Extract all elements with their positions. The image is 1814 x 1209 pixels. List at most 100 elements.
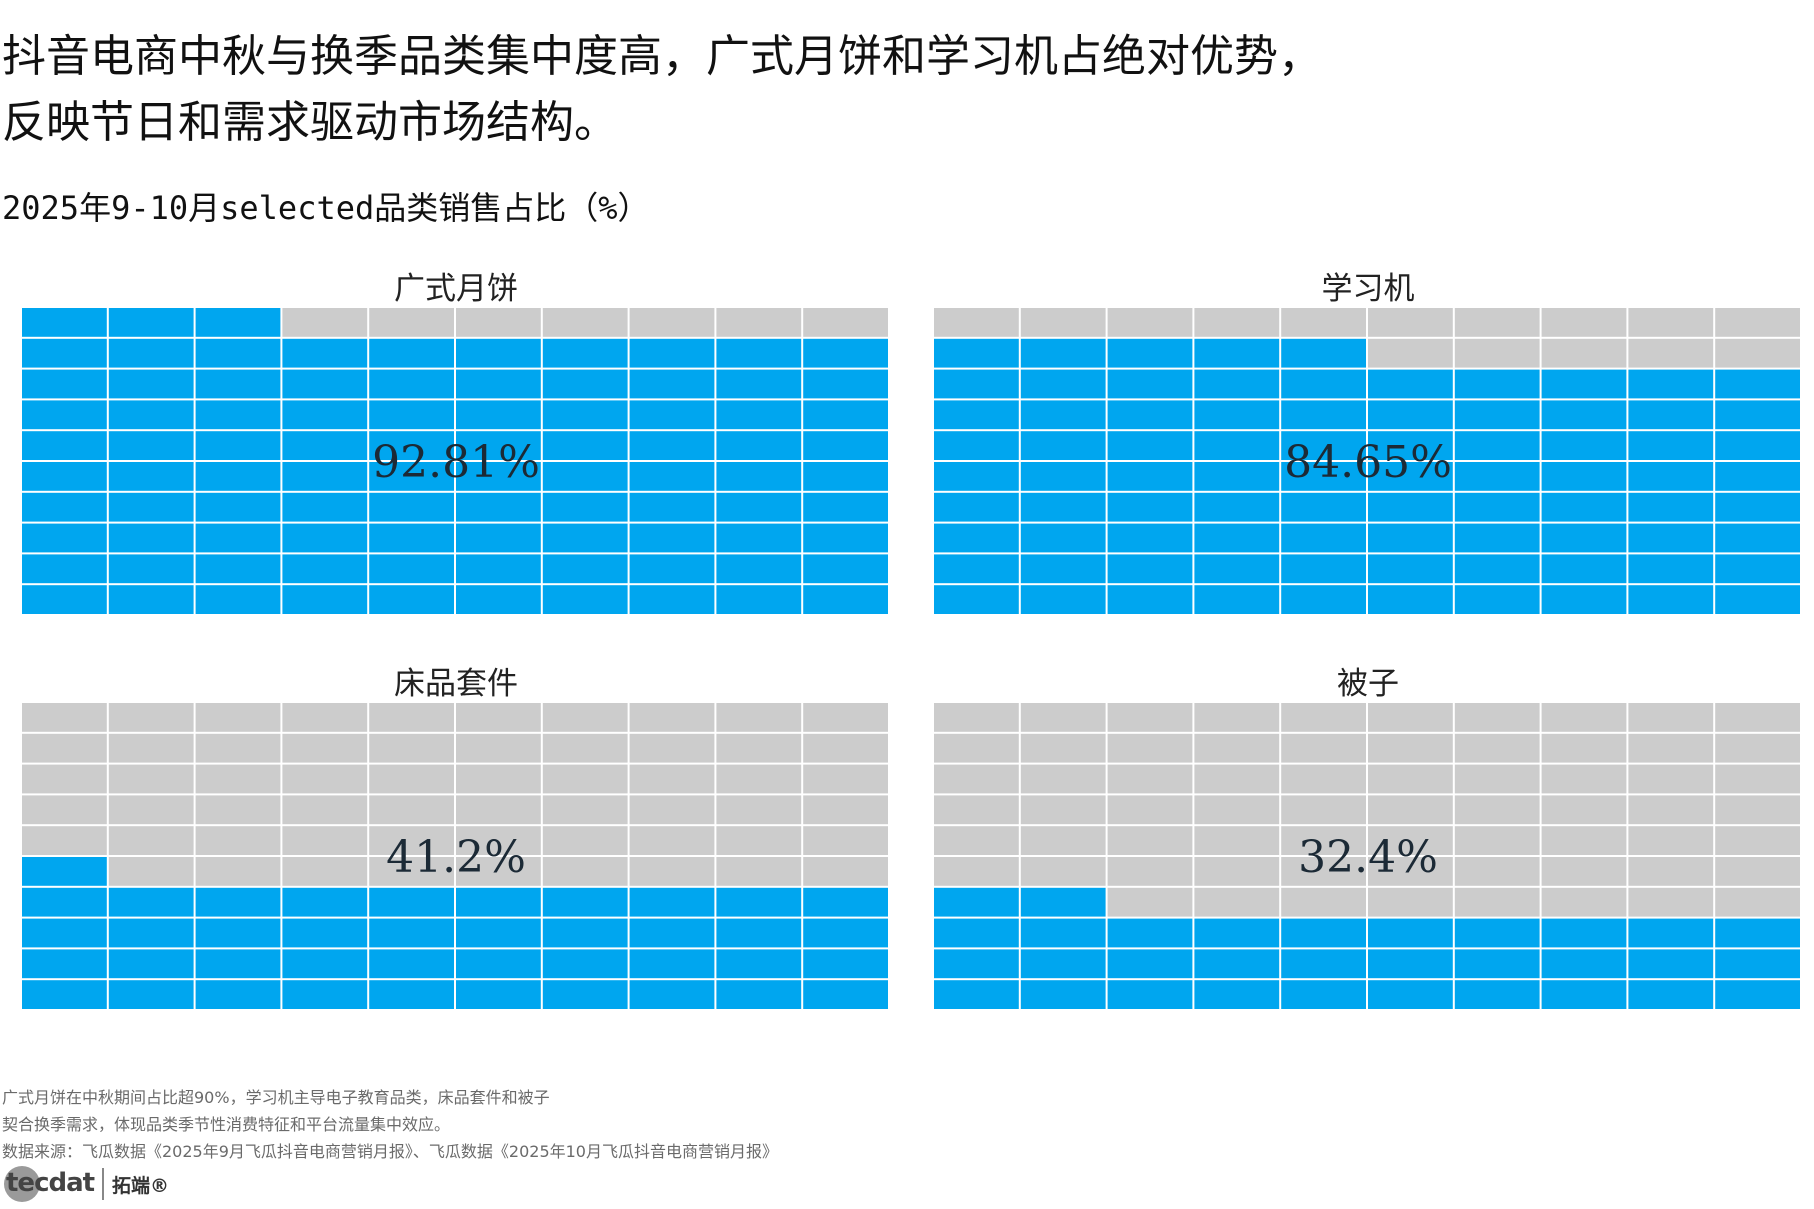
waffle-cell-filled: [629, 523, 715, 553]
waffle-cell-empty: [542, 857, 628, 886]
waffle-cell-filled: [282, 431, 368, 460]
waffle-cell-filled: [1107, 980, 1193, 1009]
waffle-cell-filled: [803, 431, 888, 460]
waffle-cell-empty: [1715, 733, 1800, 763]
waffle-cell-empty: [1715, 887, 1800, 917]
waffle-cell-filled: [716, 949, 802, 979]
waffle-cell-filled: [282, 918, 368, 948]
waffle-cell-empty: [1020, 857, 1106, 886]
waffle-cell-filled: [369, 523, 454, 553]
waffle-cell-empty: [369, 826, 454, 855]
waffle-cell-filled: [1454, 400, 1540, 430]
waffle-cell-filled: [542, 369, 628, 399]
waffle-cell-filled: [195, 338, 281, 368]
waffle-cell-filled: [1368, 980, 1453, 1009]
waffle-cell-filled: [108, 585, 194, 614]
waffle-cell-filled: [1454, 980, 1540, 1009]
waffle-cell-filled: [369, 980, 454, 1009]
waffle-cell-empty: [1541, 795, 1627, 825]
waffle-cell-filled: [1454, 369, 1540, 399]
waffle-cell-filled: [195, 308, 281, 337]
logo-separator: [102, 1168, 104, 1200]
waffle-cell-filled: [456, 980, 541, 1009]
waffle-cell-filled: [1107, 462, 1193, 491]
panel-title-mooncake: 广式月饼: [394, 271, 518, 307]
waffle-cell-filled: [369, 338, 454, 368]
waffle-cell-empty: [716, 308, 802, 337]
waffle-cell-empty: [1194, 764, 1280, 794]
waffle-cell-filled: [195, 369, 281, 399]
waffle-cell-filled: [1628, 462, 1714, 491]
waffle-cell-filled: [22, 369, 107, 399]
waffle-cell-filled: [1715, 523, 1800, 553]
waffle-cell-filled: [1281, 369, 1366, 399]
waffle-cell-filled: [22, 857, 107, 886]
waffle-cell-empty: [629, 703, 715, 732]
waffle-cell-filled: [369, 431, 454, 460]
waffle-cell-empty: [22, 703, 107, 732]
waffle-cell-empty: [1541, 857, 1627, 886]
waffle-mooncake: 92.81%: [22, 308, 888, 614]
waffle-cell-filled: [195, 980, 281, 1009]
waffle-cell-filled: [282, 369, 368, 399]
waffle-cell-empty: [934, 795, 1019, 825]
waffle-cell-filled: [803, 585, 888, 614]
waffle-cell-empty: [716, 703, 802, 732]
waffle-cell-empty: [542, 703, 628, 732]
waffle-cell-filled: [195, 400, 281, 430]
waffle-cell-empty: [1107, 887, 1193, 917]
waffle-cell-filled: [716, 887, 802, 917]
waffle-cell-filled: [629, 554, 715, 584]
waffle-cell-empty: [282, 308, 368, 337]
waffle-cell-filled: [934, 554, 1019, 584]
waffle-cell-filled: [22, 554, 107, 584]
waffle-cell-filled: [282, 338, 368, 368]
waffle-cell-filled: [282, 887, 368, 917]
waffle-cell-filled: [108, 918, 194, 948]
waffle-cell-empty: [1368, 857, 1453, 886]
waffle-cell-empty: [1628, 733, 1714, 763]
waffle-cell-empty: [456, 826, 541, 855]
waffle-cell-filled: [1194, 492, 1280, 522]
waffle-cell-filled: [1281, 523, 1366, 553]
waffle-cell-filled: [1541, 369, 1627, 399]
waffle-cell-empty: [1541, 308, 1627, 337]
waffle-cell-filled: [456, 918, 541, 948]
chart-headline: 抖音电商中秋与换季品类集中度高，广式月饼和学习机占绝对优势， 反映节日和需求驱动…: [2, 24, 1782, 156]
waffle-cell-empty: [1020, 703, 1106, 732]
waffle-cell-filled: [1281, 918, 1366, 948]
waffle-cell-empty: [369, 703, 454, 732]
waffle-cell-empty: [369, 795, 454, 825]
waffle-cell-empty: [542, 308, 628, 337]
waffle-cell-filled: [716, 369, 802, 399]
waffle-cell-filled: [1715, 400, 1800, 430]
waffle-cell-filled: [1194, 369, 1280, 399]
waffle-cell-empty: [1454, 308, 1540, 337]
waffle-cell-filled: [542, 400, 628, 430]
waffle-cell-filled: [1454, 918, 1540, 948]
waffle-percent-label: 92.81%: [372, 437, 540, 488]
waffle-cell-filled: [934, 431, 1019, 460]
waffle-cell-filled: [456, 887, 541, 917]
waffle-cell-filled: [803, 338, 888, 368]
waffle-cell-empty: [1454, 887, 1540, 917]
waffle-cell-empty: [803, 703, 888, 732]
waffle-cell-filled: [1368, 585, 1453, 614]
waffle-cell-filled: [1107, 554, 1193, 584]
waffle-cell-empty: [1281, 764, 1366, 794]
waffle-cell-filled: [1020, 980, 1106, 1009]
waffle-cell-filled: [629, 918, 715, 948]
waffle-cell-filled: [1194, 585, 1280, 614]
waffle-cell-filled: [1107, 585, 1193, 614]
waffle-cell-filled: [1715, 462, 1800, 491]
waffle-cell-filled: [282, 492, 368, 522]
waffle-cell-filled: [108, 492, 194, 522]
waffle-cell-empty: [1715, 703, 1800, 732]
waffle-cell-filled: [934, 949, 1019, 979]
waffle-cell-empty: [282, 733, 368, 763]
waffle-cell-filled: [1368, 918, 1453, 948]
waffle-cell-empty: [282, 703, 368, 732]
waffle-cell-filled: [542, 949, 628, 979]
waffle-cell-empty: [1368, 703, 1453, 732]
waffle-cell-filled: [629, 400, 715, 430]
